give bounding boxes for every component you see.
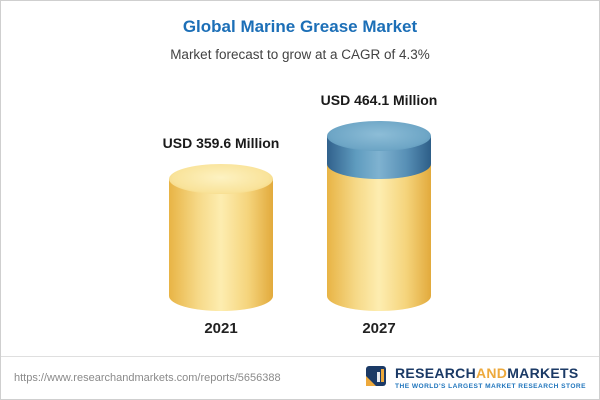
logo-mark xyxy=(364,364,388,393)
bar-2021-top-face xyxy=(169,164,273,194)
chart-title: Global Marine Grease Market xyxy=(182,17,418,36)
bar-2027 xyxy=(327,121,431,311)
chart-subtitle: Market forecast to grow at a CAGR of 4.3… xyxy=(170,47,430,62)
logo-tagline: THE WORLD'S LARGEST MARKET RESEARCH STOR… xyxy=(395,383,586,391)
brand-logo: RESEARCHANDMARKETS THE WORLD'S LARGEST M… xyxy=(364,364,586,393)
logo-text: RESEARCHANDMARKETS THE WORLD'S LARGEST M… xyxy=(395,364,586,391)
bar-chart: USD 359.6 Million 2021 USD 464.1 Million… xyxy=(1,92,599,337)
value-label-2021: USD 359.6 Million xyxy=(162,135,280,151)
bar-2021-body xyxy=(169,179,273,311)
bar-2027-top-face xyxy=(327,121,431,151)
logo-wordmark: RESEARCHANDMARKETS xyxy=(395,364,579,381)
source-url: https://www.researchandmarkets.com/repor… xyxy=(14,372,281,384)
footer: https://www.researchandmarkets.com/repor… xyxy=(1,356,599,399)
bar-group-2027: USD 464.1 Million 2027 xyxy=(304,92,454,337)
bar-2021 xyxy=(169,164,273,311)
category-label-2027: 2027 xyxy=(362,320,396,337)
category-label-2021: 2021 xyxy=(204,320,238,337)
bar-2027-body xyxy=(327,164,431,311)
bar-group-2021: USD 359.6 Million 2021 xyxy=(146,135,296,337)
value-label-2027: USD 464.1 Million xyxy=(320,92,438,108)
